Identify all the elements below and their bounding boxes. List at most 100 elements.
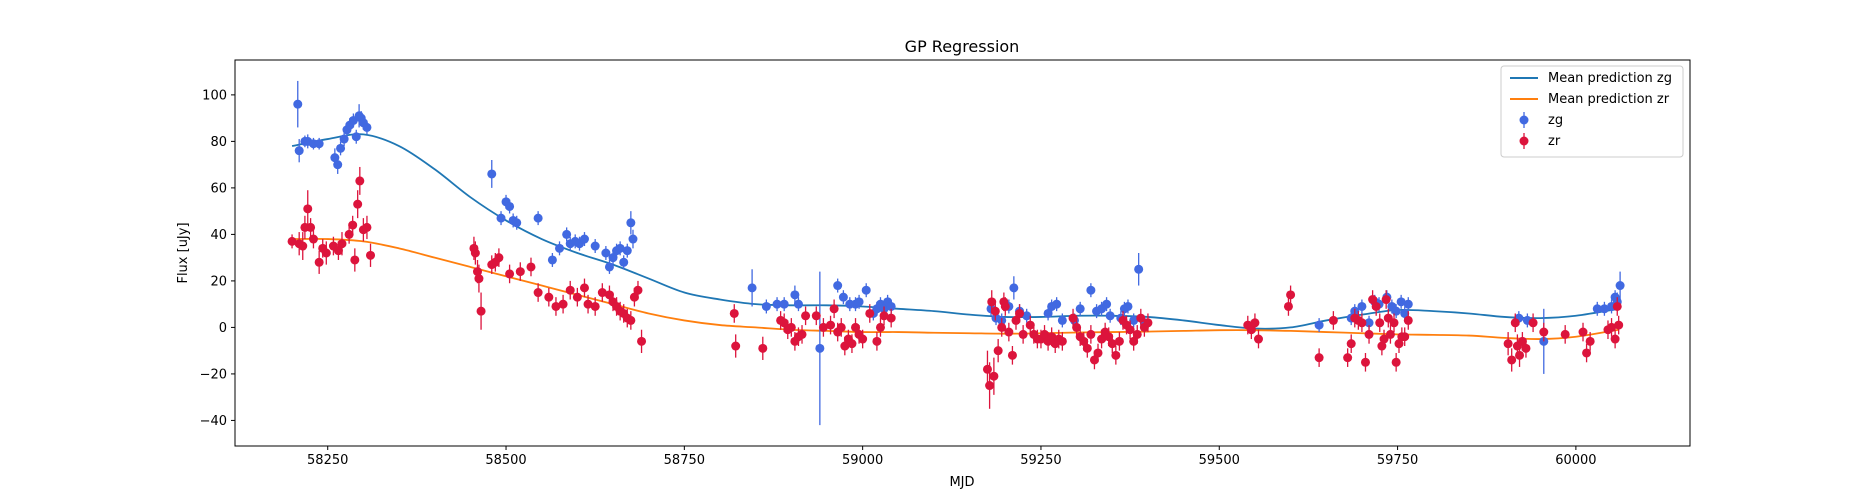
point-zg: [1314, 320, 1324, 330]
y-tick-label: 40: [210, 228, 227, 243]
point-zr: [626, 315, 636, 325]
point-zr: [565, 285, 575, 295]
point-zg: [590, 241, 600, 251]
point-zg: [886, 301, 896, 311]
point-zr: [355, 176, 365, 186]
point-zg: [1615, 281, 1625, 291]
point-zr: [1346, 339, 1356, 349]
point-zg: [628, 234, 638, 244]
point-zr: [1515, 350, 1525, 360]
point-zr: [308, 234, 318, 244]
point-zg: [562, 229, 572, 239]
point-zg: [547, 255, 557, 265]
point-zr: [633, 285, 643, 295]
point-zr: [1253, 334, 1263, 344]
point-zr: [1082, 343, 1092, 353]
point-zr: [1132, 329, 1142, 339]
legend: Mean prediction zg Mean prediction zr zg…: [1500, 65, 1684, 158]
point-zr: [348, 220, 358, 230]
point-zg: [761, 301, 771, 311]
point-zg: [615, 243, 625, 253]
point-zr: [829, 304, 839, 314]
point-zr: [779, 318, 789, 328]
point-zr: [366, 250, 376, 260]
point-zr: [604, 290, 614, 300]
point-zr: [1286, 290, 1296, 300]
point-zr: [473, 267, 482, 277]
point-zg: [294, 146, 304, 156]
point-zg: [1400, 308, 1410, 318]
point-zg: [1043, 308, 1053, 318]
point-zr: [287, 236, 297, 246]
point-zr: [786, 322, 796, 332]
point-zr: [333, 246, 343, 256]
point-zr: [1379, 334, 1389, 344]
point-zr: [1614, 320, 1624, 330]
point-zg: [1102, 299, 1112, 309]
plot-frame: [234, 59, 1691, 447]
point-zr: [858, 334, 868, 344]
point-zr: [836, 322, 846, 332]
point-zg: [1396, 297, 1406, 307]
point-zr: [1057, 336, 1067, 346]
point-zr: [801, 311, 811, 321]
point-zg: [336, 143, 346, 153]
point-zr: [1357, 318, 1367, 328]
point-zg: [1057, 315, 1067, 325]
y-tick-label: 60: [210, 181, 227, 196]
point-zr: [879, 311, 889, 321]
point-zr: [321, 248, 331, 258]
point-zr: [544, 292, 554, 302]
point-zr: [1136, 313, 1146, 323]
point-zr: [993, 346, 1003, 356]
x-tick-label: 58500: [485, 453, 526, 468]
point-zr: [985, 381, 995, 391]
point-zr: [1607, 322, 1617, 332]
point-zr: [1025, 320, 1035, 330]
point-zr: [1585, 336, 1595, 346]
point-zr: [353, 199, 363, 209]
point-zg: [779, 299, 789, 309]
point-zr: [989, 371, 999, 381]
point-zr: [811, 311, 821, 321]
point-zr: [362, 222, 372, 232]
point-zr: [1521, 343, 1531, 353]
point-zr: [1007, 350, 1017, 360]
y-axis-ticks: −40 −20 0 20 40 60 80 100: [200, 88, 235, 429]
point-zr: [1517, 336, 1527, 346]
point-zg: [1052, 299, 1062, 309]
point-zr: [1375, 318, 1385, 328]
point-zr: [1129, 336, 1139, 346]
legend-label-zg-line: Mean prediction zg: [1548, 71, 1672, 86]
point-zr: [982, 364, 992, 374]
point-zr: [987, 297, 997, 307]
point-zr: [818, 322, 828, 332]
x-tick-label: 60000: [1555, 453, 1596, 468]
point-zr: [1011, 315, 1021, 325]
point-zr: [533, 288, 543, 298]
point-zg: [1022, 311, 1032, 321]
point-zr: [997, 322, 1007, 332]
point-zr: [1539, 327, 1549, 337]
point-zr: [476, 306, 486, 316]
point-zr: [583, 299, 593, 309]
point-zr: [1389, 318, 1399, 328]
point-zg: [861, 285, 871, 295]
point-zr: [1004, 327, 1014, 337]
chart-title: GP Regression: [905, 37, 1020, 56]
point-zg: [838, 292, 848, 302]
point-zr: [590, 301, 600, 311]
point-zg: [601, 248, 611, 258]
x-tick-label: 59000: [842, 453, 883, 468]
point-zr: [826, 320, 836, 330]
point-zg: [1075, 304, 1085, 314]
point-zg: [555, 243, 565, 253]
point-zg: [608, 253, 618, 263]
point-zr: [840, 341, 850, 351]
y-tick-label: 0: [219, 321, 227, 336]
point-zg: [333, 160, 343, 170]
point-zr: [1400, 332, 1410, 342]
point-zr: [1040, 329, 1050, 339]
point-zg: [362, 122, 372, 132]
